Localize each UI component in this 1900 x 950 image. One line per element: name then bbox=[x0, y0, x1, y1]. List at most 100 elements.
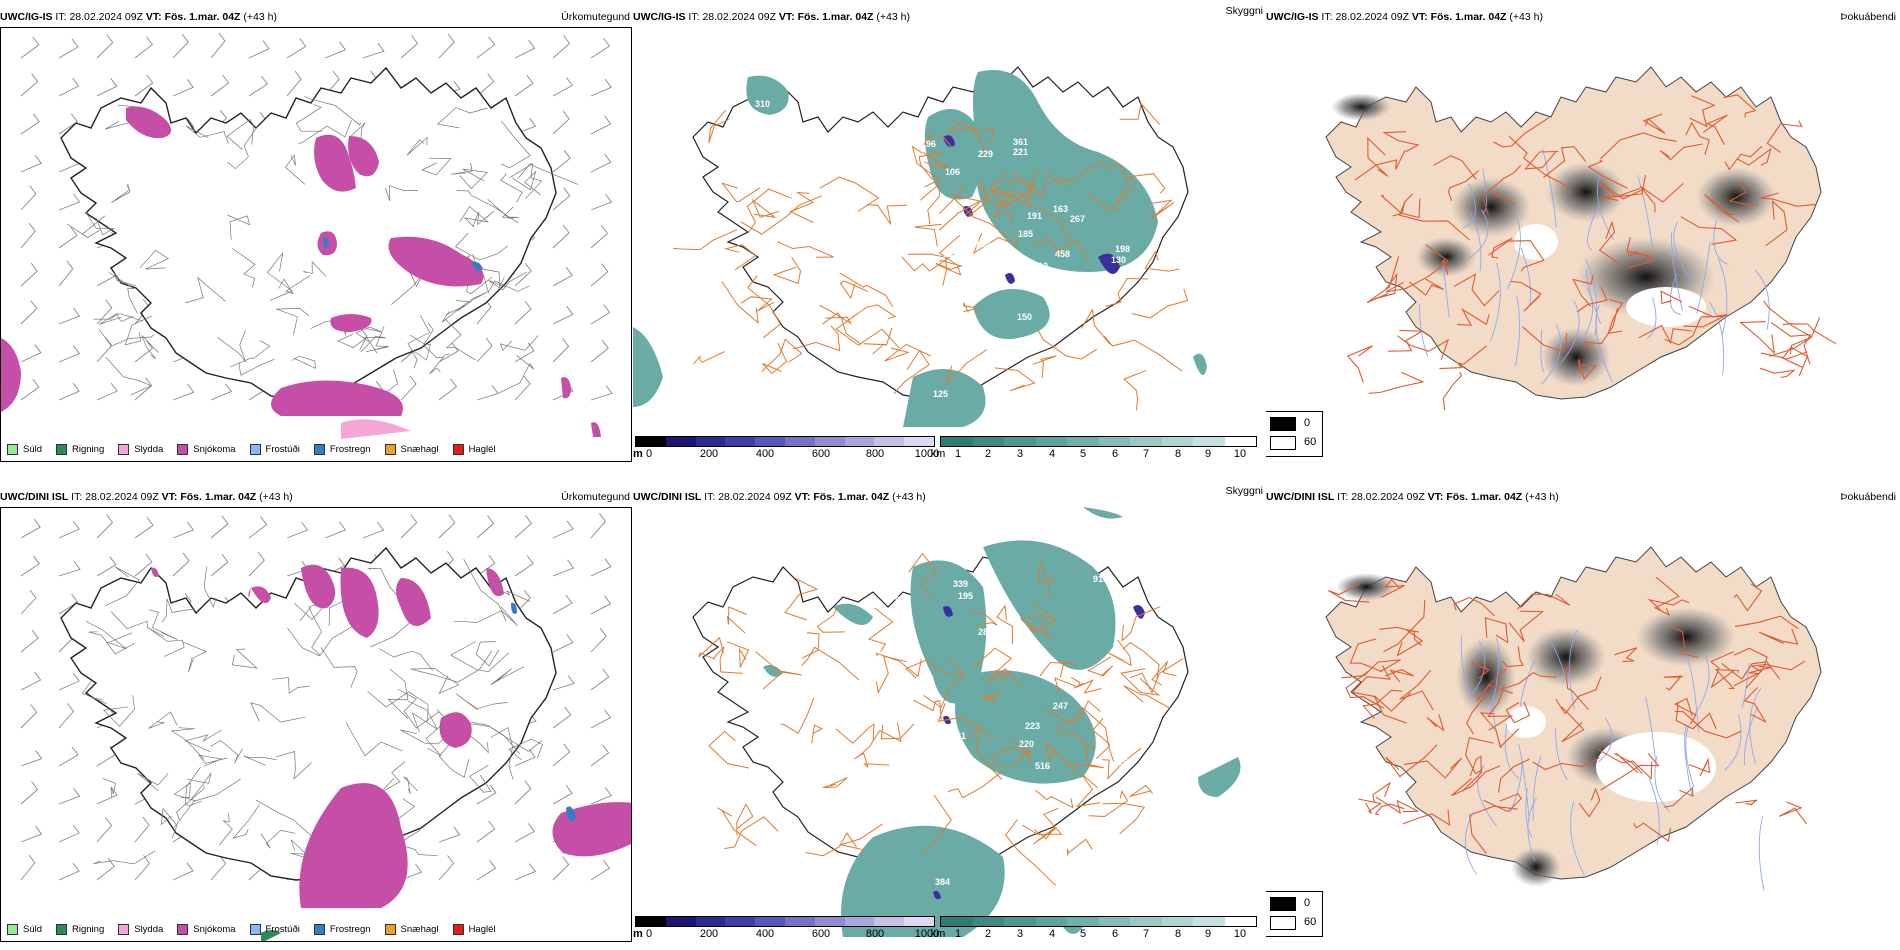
road-segment bbox=[1668, 626, 1699, 659]
wind-barb bbox=[96, 786, 118, 805]
wind-barb bbox=[552, 110, 570, 135]
road-segment bbox=[1517, 593, 1571, 610]
fog-areas bbox=[1331, 93, 1776, 387]
road-segment bbox=[1476, 668, 1513, 702]
wind-barb bbox=[20, 222, 36, 249]
road-segment bbox=[726, 606, 747, 634]
road-segment bbox=[1051, 159, 1106, 186]
wind-barb bbox=[134, 340, 154, 363]
river-segment bbox=[1488, 637, 1500, 718]
river-segment bbox=[1469, 211, 1482, 272]
wind-barb bbox=[20, 629, 39, 653]
road-segment bbox=[1733, 647, 1768, 689]
wind-barb bbox=[172, 521, 195, 539]
road-network bbox=[1328, 576, 1808, 854]
river-segment bbox=[1724, 714, 1742, 771]
river-segment bbox=[1442, 260, 1450, 318]
road-segment bbox=[971, 611, 998, 626]
visibility-map: 339 195 966 913 107 281 247 223 386 161 220 516 229 3… bbox=[633, 507, 1265, 942]
wind-barb bbox=[590, 225, 609, 249]
model-name: UWC/IG-IS bbox=[633, 11, 686, 23]
wind-barb bbox=[590, 595, 612, 615]
fog-map: 0 60 bbox=[1266, 507, 1898, 942]
road-segment bbox=[1373, 692, 1412, 724]
cloud-base-unit: m bbox=[633, 448, 643, 460]
road-segment bbox=[85, 620, 133, 650]
wind-barb bbox=[438, 33, 455, 59]
wind-barb bbox=[210, 383, 233, 401]
legend-label: Haglél bbox=[468, 924, 496, 935]
road-segment bbox=[409, 667, 460, 695]
road-segment bbox=[1131, 288, 1189, 319]
wind-barb bbox=[552, 267, 573, 287]
road-segment bbox=[320, 647, 358, 688]
tick-label: 4 bbox=[1048, 448, 1056, 460]
road-segment bbox=[839, 823, 883, 853]
cloud-base-label: 130 bbox=[1123, 264, 1138, 274]
wind-barb bbox=[58, 703, 74, 729]
tick-label: 8 bbox=[1174, 448, 1182, 460]
road-segment bbox=[1714, 668, 1739, 690]
road-segment bbox=[1002, 747, 1031, 769]
tick-label: 3 bbox=[1016, 448, 1024, 460]
model-name: UWC/DINI ISL bbox=[633, 491, 702, 503]
snow-area bbox=[299, 783, 408, 908]
road-segment bbox=[1433, 155, 1477, 180]
road-segment bbox=[1599, 181, 1645, 200]
road-segment bbox=[407, 315, 431, 369]
legend-item-sudd: Súld bbox=[7, 924, 42, 935]
road-segment bbox=[1144, 250, 1180, 272]
road-segment bbox=[953, 183, 1012, 240]
road-segment bbox=[1121, 606, 1161, 642]
wind-barb bbox=[58, 824, 80, 843]
cloud-base-label: 130 bbox=[1111, 255, 1126, 265]
road-segment bbox=[1613, 753, 1643, 774]
it-value: 28.02.2024 09Z bbox=[1351, 491, 1425, 503]
river-segment bbox=[1595, 304, 1613, 383]
snow-area bbox=[340, 567, 379, 638]
road-segment bbox=[992, 197, 1014, 223]
road-segment bbox=[1497, 758, 1530, 793]
wind-barb bbox=[476, 515, 495, 539]
river-segment bbox=[1419, 303, 1429, 357]
low-visibility-area bbox=[983, 540, 1116, 670]
cloud-base-label: 163 bbox=[1053, 204, 1068, 214]
precip-map-svg bbox=[1, 32, 613, 439]
road-segment bbox=[965, 180, 990, 218]
fog-area bbox=[1696, 167, 1776, 227]
road-segment bbox=[994, 367, 1036, 392]
panel-title: Úrkomutegund bbox=[561, 491, 630, 503]
cloud-base-ticks: m 0 200 400 600 800 1000 bbox=[633, 447, 939, 461]
precip-legend: Súld Rigning Slydda Snjókoma Frostúði Fr… bbox=[7, 924, 496, 935]
road-segment bbox=[148, 711, 178, 729]
road-segment bbox=[104, 566, 140, 607]
road-segment bbox=[487, 198, 519, 219]
road-segment bbox=[387, 668, 409, 719]
cloud-base-label: 223 bbox=[1025, 721, 1040, 731]
panel-header: UWC/IG-IS IT: 28.02.2024 09Z VT: Fös. 1.… bbox=[0, 8, 632, 26]
road-segment bbox=[717, 807, 757, 847]
road-segment bbox=[511, 170, 541, 196]
road-segment bbox=[708, 730, 750, 769]
road-segment bbox=[856, 722, 902, 759]
road-segment bbox=[124, 315, 153, 346]
iceland-outline bbox=[60, 546, 557, 881]
road-segment bbox=[500, 120, 531, 169]
road-segment bbox=[1614, 647, 1638, 662]
river-segment bbox=[1758, 816, 1765, 891]
wind-barb bbox=[58, 113, 78, 135]
panel-header: UWC/IG-IS IT: 28.02.2024 09Z VT: Fös. 1.… bbox=[1266, 8, 1898, 26]
tick-label: 10 bbox=[1233, 448, 1247, 460]
it-value: 28.02.2024 09Z bbox=[718, 491, 792, 503]
tick-label: 1000 bbox=[914, 928, 940, 940]
tick-label: 800 bbox=[865, 448, 885, 460]
legend-swatch bbox=[7, 924, 18, 935]
road-segment bbox=[463, 558, 507, 622]
road-network bbox=[66, 96, 579, 412]
road-segment bbox=[260, 830, 296, 849]
wind-barb bbox=[362, 42, 385, 59]
road-segment bbox=[1663, 675, 1683, 691]
road-segment bbox=[182, 641, 208, 673]
wind-barb bbox=[134, 377, 153, 401]
iceland-outline bbox=[1325, 546, 1822, 880]
